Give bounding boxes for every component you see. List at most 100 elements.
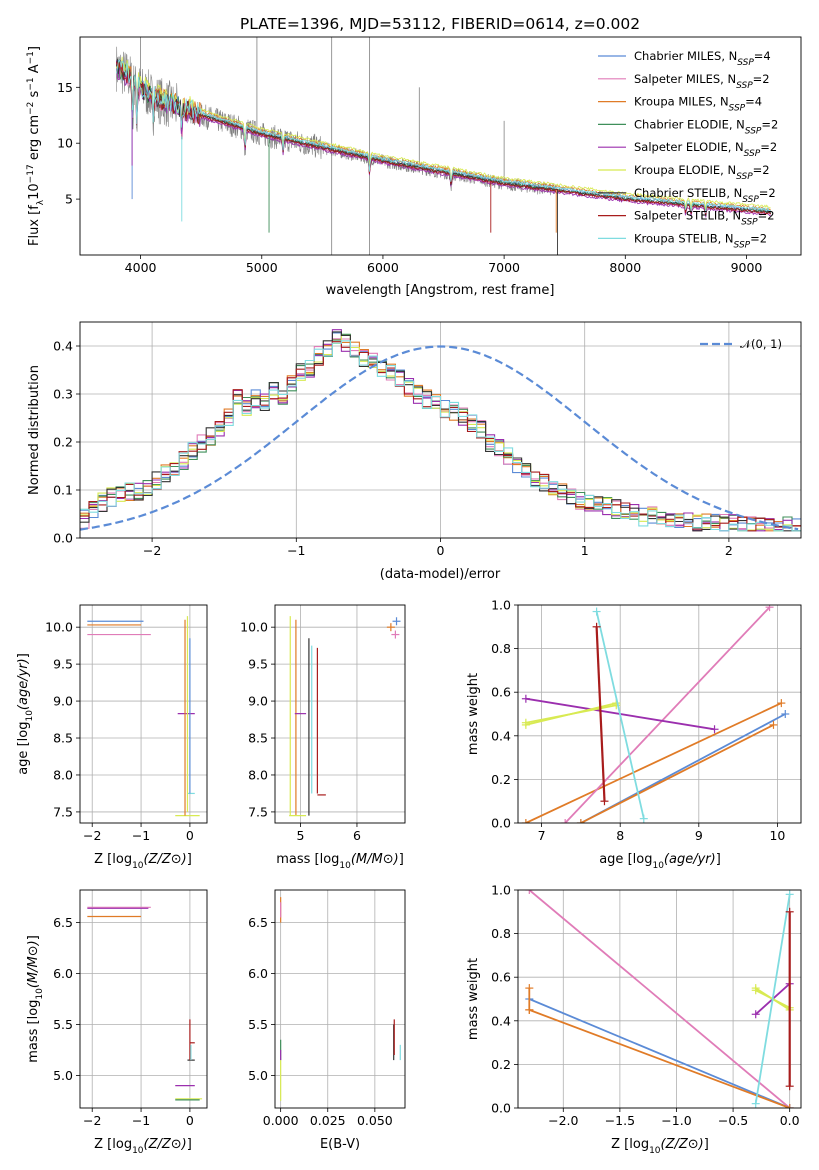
model-spectrum-6 bbox=[116, 56, 771, 210]
y-tick-label: 9.0 bbox=[53, 694, 73, 709]
x-axis-label: Z [log10(Z/Z⊙)] bbox=[94, 852, 192, 871]
y-tick-label: 0.0 bbox=[53, 531, 73, 546]
y-tick-label: 8.5 bbox=[248, 731, 268, 746]
y-tick-label: 15 bbox=[57, 80, 73, 95]
axes-frame bbox=[517, 889, 802, 1109]
x-tick-label: 5000 bbox=[246, 260, 278, 275]
plot-area bbox=[280, 897, 401, 1101]
x-tick-label: 2 bbox=[725, 543, 733, 558]
legend-entry: Chabrier ELODIE, NSSP=2 bbox=[634, 117, 778, 136]
weight-line bbox=[580, 724, 774, 823]
legend-entry: Chabrier MILES, NSSP=4 bbox=[634, 49, 771, 68]
y-axis-label: Flux [fλ10−17 erg cm−2 s−1 A−1] bbox=[26, 46, 46, 246]
weight-line bbox=[595, 611, 645, 819]
legend-entry: Salpeter ELODIE, NSSP=2 bbox=[634, 140, 777, 159]
weight-line bbox=[754, 894, 791, 1104]
x-tick-label: 0 bbox=[186, 828, 194, 843]
extinction-mass-panel: 0.000 0.025 0.050 5.0 5.5 6.0 6.5 E(B-V) bbox=[248, 889, 406, 1152]
y-tick-label: 1.0 bbox=[491, 598, 511, 613]
model-spectrum-5 bbox=[116, 60, 771, 218]
legend-entry: Kroupa ELODIE, NSSP=2 bbox=[634, 163, 770, 182]
plot-area bbox=[521, 605, 790, 823]
x-tick-label: −1.5 bbox=[605, 1113, 635, 1128]
y-tick-label: 0.3 bbox=[53, 387, 73, 402]
y-tick-label: 0.4 bbox=[491, 728, 511, 743]
axes-frame bbox=[79, 36, 802, 256]
x-tick-label: 8 bbox=[616, 828, 624, 843]
x-tick-label: 6000 bbox=[367, 260, 399, 275]
model-spectrum-3 bbox=[116, 60, 771, 212]
legend-entry: Kroupa STELIB, NSSP=2 bbox=[634, 231, 767, 250]
axes-frame bbox=[79, 604, 208, 824]
plot-area bbox=[289, 616, 401, 817]
y-axis-label: Normed distribution bbox=[27, 365, 42, 495]
y-axis-label: mass weight bbox=[466, 958, 481, 1040]
weight-line bbox=[528, 998, 791, 1108]
y-tick-label: 0.6 bbox=[491, 970, 511, 985]
x-tick-label: 6 bbox=[353, 828, 361, 843]
y-tick-label: 6.0 bbox=[53, 966, 73, 981]
y-tick-label: 5.5 bbox=[53, 1017, 73, 1032]
y-tick-label: 0.4 bbox=[53, 339, 73, 354]
x-tick-label: −2 bbox=[83, 1113, 101, 1128]
y-tick-label: 0.0 bbox=[491, 816, 511, 831]
y-tick-label: 9.0 bbox=[248, 694, 268, 709]
y-tick-label: 10 bbox=[57, 136, 73, 151]
x-tick-label: 10 bbox=[769, 828, 785, 843]
x-tick-label: 0.0 bbox=[780, 1113, 800, 1128]
x-tick-label: −0.5 bbox=[718, 1113, 748, 1128]
x-axis-label: Z [log10(Z/Z⊙)] bbox=[611, 1137, 709, 1156]
legend-entry: 𝒩(0, 1) bbox=[740, 337, 782, 351]
y-tick-label: 1.0 bbox=[491, 883, 511, 898]
y-tick-label: 8.5 bbox=[53, 731, 73, 746]
x-tick-label: 8000 bbox=[609, 260, 641, 275]
x-axis-label: E(B-V) bbox=[320, 1137, 360, 1152]
mass-age-panel: 5 6 7.5 8.0 8.5 9.0 9.5 10.0 mass [log10(M/M⊙)] bbox=[240, 604, 406, 871]
y-tick-label: 8.0 bbox=[53, 767, 73, 782]
y-tick-label: 7.5 bbox=[248, 804, 268, 819]
x-axis-label: mass [log10(M/M⊙)] bbox=[276, 852, 404, 871]
plot-area bbox=[80, 329, 801, 532]
x-tick-label: 1 bbox=[581, 543, 589, 558]
y-tick-label: 0.2 bbox=[53, 435, 73, 450]
age-weight-panel: 7 8 9 10 0.0 0.2 0.4 0.6 0.8 1.0 age [log10(age/yr… bbox=[466, 598, 802, 871]
x-tick-label: 0.000 bbox=[263, 1113, 299, 1128]
weight-line bbox=[525, 702, 782, 823]
y-tick-label: 0.8 bbox=[491, 641, 511, 656]
x-tick-label: −2.0 bbox=[548, 1113, 578, 1128]
y-tick-label: 6.5 bbox=[53, 915, 73, 930]
residual-histogram-panel: −2 −1 0 1 2 0.0 0.1 0.2 0.3 0.4 (data-model)/error… bbox=[27, 321, 802, 582]
plot-area bbox=[87, 906, 203, 1101]
metallicity-weight-panel: −2.0 −1.5 −1.0 −0.5 0.0 0.0 0.2 0.4 0.6 0.8 1.0 Z [… bbox=[466, 883, 802, 1156]
axes-frame bbox=[79, 889, 208, 1109]
weight-line bbox=[564, 606, 771, 823]
x-tick-label: 0 bbox=[437, 543, 445, 558]
y-tick-label: 6.0 bbox=[248, 966, 268, 981]
weight-line bbox=[528, 890, 791, 1108]
x-tick-label: 0 bbox=[186, 1113, 194, 1128]
y-tick-label: 0.2 bbox=[491, 1057, 511, 1072]
axes-frame bbox=[517, 604, 802, 824]
y-tick-label: 6.5 bbox=[248, 915, 268, 930]
metallicity-mass-panel: −2 −1 0 5.0 5.5 6.0 6.5 Z [log10(Z/Z⊙)] mass [lo… bbox=[26, 889, 208, 1156]
x-tick-label: −1 bbox=[132, 828, 150, 843]
x-axis-label: age [log10(age/yr)] bbox=[599, 852, 721, 871]
metallicity-age-panel: −2 −1 0 7.5 8.0 8.5 9.0 9.5 10.0 Z [log10(Z/Z⊙)] a… bbox=[16, 604, 208, 871]
y-tick-label: 5.0 bbox=[53, 1068, 73, 1083]
legend-entry: Chabrier STELIB, NSSP=2 bbox=[634, 186, 776, 205]
x-tick-label: −1.0 bbox=[661, 1113, 691, 1128]
y-tick-label: 7.5 bbox=[53, 804, 73, 819]
x-axis-label: wavelength [Angstrom, rest frame] bbox=[326, 283, 555, 298]
model-spectrum-8 bbox=[116, 61, 771, 215]
model-spectrum-2 bbox=[116, 59, 771, 217]
y-axis-label: mass [log10(M/M⊙)] bbox=[26, 935, 45, 1063]
plot-area bbox=[87, 616, 200, 817]
legend-entry: Salpeter STELIB, NSSP=2 bbox=[634, 209, 775, 228]
x-tick-label: −1 bbox=[287, 543, 305, 558]
weight-line bbox=[528, 1009, 791, 1108]
y-tick-label: 0.1 bbox=[53, 483, 73, 498]
x-axis-label: Z [log10(Z/Z⊙)] bbox=[94, 1137, 192, 1156]
plot-area bbox=[116, 37, 772, 255]
model-spectrum-4 bbox=[116, 59, 772, 214]
